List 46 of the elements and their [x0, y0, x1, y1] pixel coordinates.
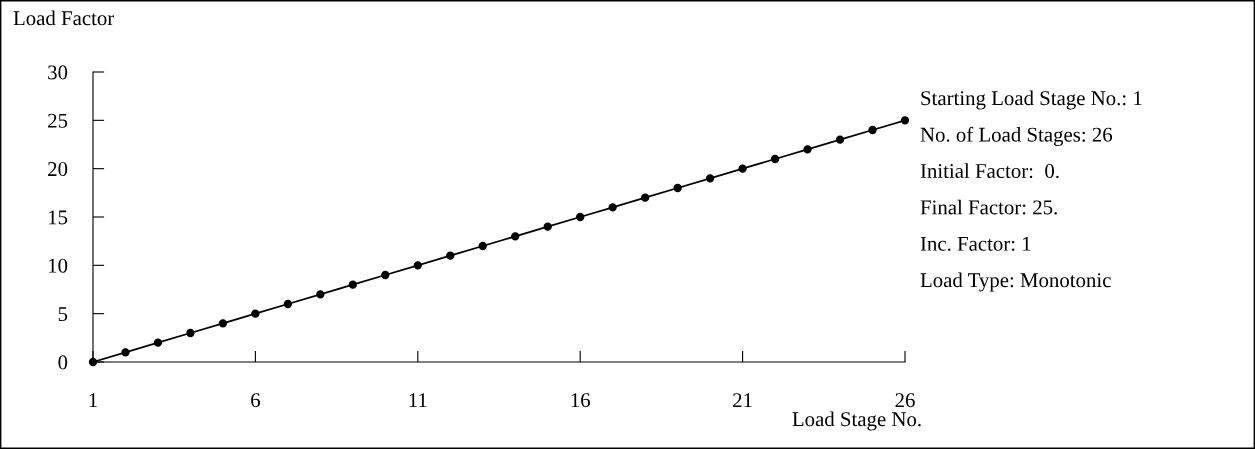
text: Final Factor: 25.	[920, 199, 1057, 215]
point	[348, 280, 358, 289]
text: Initial Factor: 0.	[920, 163, 1059, 179]
point	[251, 309, 260, 318]
text: Starting Load Stage No.: 1	[921, 90, 1142, 110]
y-tick-label: 5	[58, 307, 68, 322]
y-axis-title: Load Factor	[13, 10, 115, 26]
point	[835, 135, 845, 144]
text: No. of Load Stages: 26	[920, 126, 1113, 146]
point	[121, 348, 130, 357]
y-tick-label: 30	[48, 65, 68, 80]
point	[738, 164, 747, 173]
point	[576, 212, 585, 222]
x-tick-label: 1	[89, 393, 97, 408]
text: Inc. Factor: 1	[920, 236, 1031, 251]
point	[770, 154, 780, 164]
point	[705, 174, 715, 183]
text: Load Type: Monotonic	[920, 272, 1111, 292]
y-tick-label: 10	[49, 258, 68, 273]
y-tick-label: 20	[48, 162, 68, 177]
point	[640, 193, 650, 202]
point	[608, 203, 617, 212]
x-tick-label: 16	[571, 393, 590, 408]
point	[218, 319, 228, 328]
x-tick-label: 21	[733, 393, 752, 408]
point	[478, 241, 487, 251]
y-tick-label: 0	[58, 355, 68, 370]
point	[446, 251, 455, 260]
point	[316, 290, 325, 299]
point	[413, 261, 422, 270]
point	[803, 145, 812, 154]
x-tick-label: 11	[409, 393, 427, 408]
point	[673, 183, 682, 193]
point	[900, 116, 910, 125]
point	[511, 232, 520, 241]
x-tick-label: 26	[895, 393, 915, 408]
point	[283, 299, 293, 309]
point	[381, 270, 390, 280]
y-tick-label: 25	[48, 113, 68, 128]
x-axis-title: Load Stage No.	[792, 411, 921, 431]
y-tick-label: 15	[49, 210, 68, 225]
x-tick-label: 6	[251, 393, 260, 408]
point	[153, 338, 163, 347]
point	[543, 222, 552, 231]
point	[868, 125, 877, 135]
point	[186, 328, 195, 338]
